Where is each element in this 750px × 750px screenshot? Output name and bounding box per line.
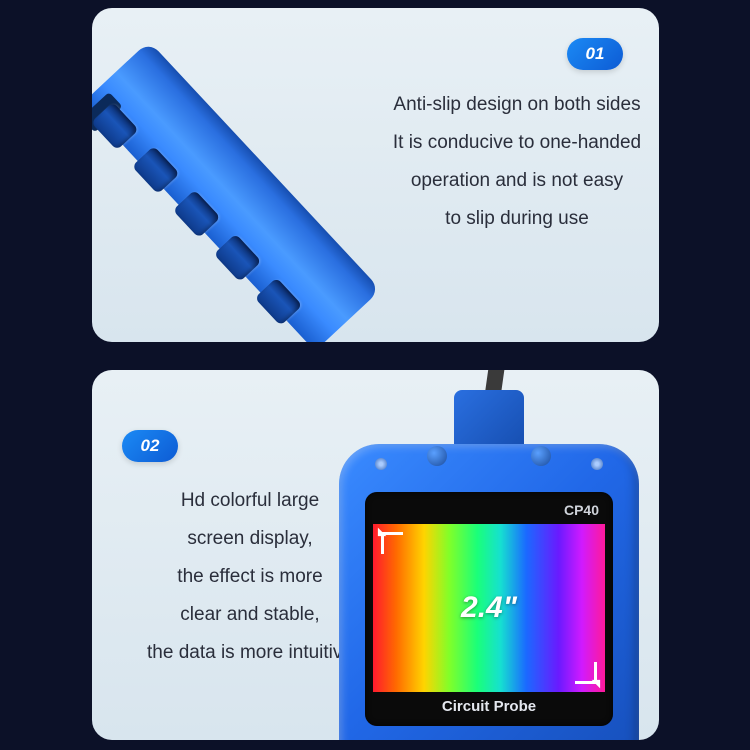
device-display: 2.4" xyxy=(373,524,605,692)
text-line: to slip during use xyxy=(382,200,652,238)
feature-text-01: Anti-slip design on both sides It is con… xyxy=(382,86,652,238)
feature-badge-01: 01 xyxy=(567,38,623,70)
device-model-label: CP40 xyxy=(373,500,605,524)
text-line: operation and is not easy xyxy=(382,162,652,200)
screen-size-label: 2.4" xyxy=(461,591,517,625)
device-neck xyxy=(454,390,524,450)
feature-badge-02: 02 xyxy=(122,430,178,462)
device-screen-label: Circuit Probe xyxy=(373,692,605,715)
device-screen: CP40 2.4" Circuit Probe xyxy=(365,492,613,726)
device-illustration: CP40 2.4" Circuit Probe xyxy=(339,384,639,740)
device-knob-right xyxy=(531,446,551,466)
device-led-left xyxy=(375,458,387,470)
feature-card-01: 01 Anti-slip design on both sides It is … xyxy=(92,8,659,342)
feature-card-02: 02 Hd colorful large screen display, the… xyxy=(92,370,659,740)
device-knob-left xyxy=(427,446,447,466)
arrow-br-icon xyxy=(592,676,605,689)
device-led-right xyxy=(591,458,603,470)
text-line: It is conducive to one-handed xyxy=(382,124,652,162)
grip-body xyxy=(92,41,381,342)
text-line: Anti-slip design on both sides xyxy=(382,86,652,124)
